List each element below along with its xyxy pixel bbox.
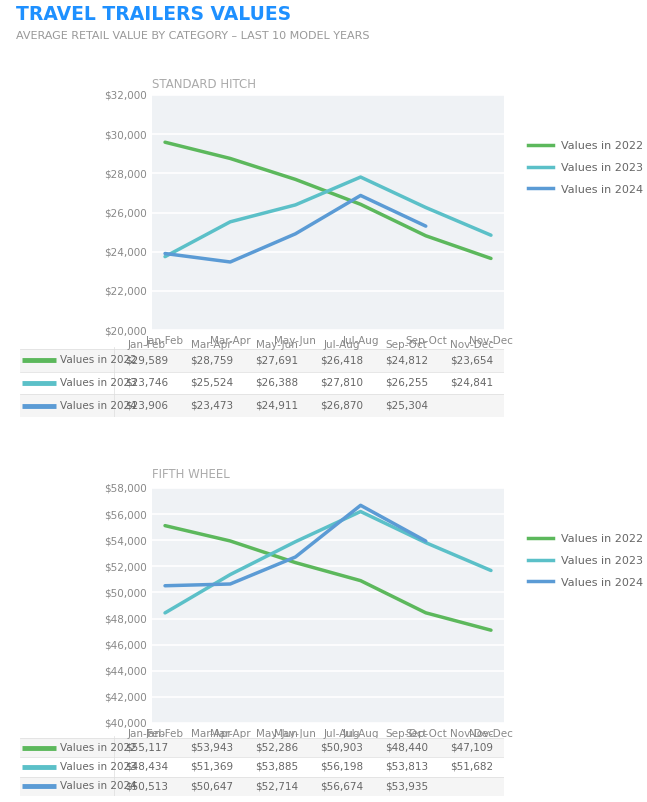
Text: Jul-Aug: Jul-Aug [324,729,360,739]
Text: $26,418: $26,418 [320,355,363,365]
Text: $25,304: $25,304 [385,401,428,411]
Text: $23,654: $23,654 [450,355,493,365]
Text: AVERAGE RETAIL VALUE BY CATEGORY – LAST 10 MODEL YEARS: AVERAGE RETAIL VALUE BY CATEGORY – LAST … [16,31,369,41]
Text: Values in 2024: Values in 2024 [60,781,137,792]
Legend: Values in 2022, Values in 2023, Values in 2024: Values in 2022, Values in 2023, Values i… [523,136,647,199]
Text: $48,434: $48,434 [126,762,168,772]
Text: $56,198: $56,198 [320,762,363,772]
FancyBboxPatch shape [20,395,504,417]
Text: $50,903: $50,903 [320,743,363,752]
Text: $27,691: $27,691 [255,355,298,365]
Text: $53,813: $53,813 [385,762,428,772]
Text: Jan-Feb: Jan-Feb [128,729,166,739]
Text: $24,812: $24,812 [385,355,428,365]
Text: Sep-Oct: Sep-Oct [386,729,428,739]
Text: Nov-Dec: Nov-Dec [450,729,494,739]
Text: $47,109: $47,109 [450,743,493,752]
Text: FIFTH WHEEL: FIFTH WHEEL [152,468,230,481]
FancyBboxPatch shape [20,349,504,371]
Text: $51,682: $51,682 [450,762,493,772]
Text: Jan-Feb: Jan-Feb [128,340,166,350]
Text: TRAVEL TRAILERS VALUES: TRAVEL TRAILERS VALUES [16,5,291,24]
Text: $48,440: $48,440 [385,743,428,752]
FancyBboxPatch shape [20,738,504,757]
Text: $23,906: $23,906 [126,401,168,411]
Text: $50,647: $50,647 [190,781,234,792]
Text: Nov-Dec: Nov-Dec [450,340,494,350]
Text: $23,746: $23,746 [126,378,168,388]
Text: $51,369: $51,369 [190,762,234,772]
Text: $50,513: $50,513 [126,781,168,792]
Text: Values in 2022: Values in 2022 [60,743,137,752]
Text: $24,841: $24,841 [450,378,493,388]
Text: $52,286: $52,286 [255,743,298,752]
Text: $52,714: $52,714 [255,781,298,792]
Text: $23,473: $23,473 [190,401,234,411]
Text: Sep-Oct: Sep-Oct [386,340,428,350]
Text: $25,524: $25,524 [190,378,234,388]
Legend: Values in 2022, Values in 2023, Values in 2024: Values in 2022, Values in 2023, Values i… [523,529,647,592]
Text: Values in 2022: Values in 2022 [60,355,137,365]
Text: STANDARD HITCH: STANDARD HITCH [152,78,256,91]
Text: $27,810: $27,810 [320,378,363,388]
Text: $26,388: $26,388 [255,378,298,388]
Text: May-Jun: May-Jun [256,729,298,739]
FancyBboxPatch shape [20,757,504,776]
Text: $24,911: $24,911 [255,401,298,411]
Text: Mar-Apr: Mar-Apr [192,340,232,350]
Text: $55,117: $55,117 [126,743,168,752]
FancyBboxPatch shape [20,371,504,395]
Text: Values in 2024: Values in 2024 [60,401,137,411]
Text: May-Jun: May-Jun [256,340,298,350]
Text: Mar-Apr: Mar-Apr [192,729,232,739]
FancyBboxPatch shape [20,776,504,796]
Text: $56,674: $56,674 [320,781,363,792]
Text: Values in 2023: Values in 2023 [60,378,137,388]
Text: $53,943: $53,943 [190,743,234,752]
Text: $26,870: $26,870 [320,401,363,411]
Text: $53,885: $53,885 [255,762,298,772]
Text: $29,589: $29,589 [126,355,168,365]
Text: $28,759: $28,759 [190,355,234,365]
Text: $53,935: $53,935 [385,781,428,792]
Text: $26,255: $26,255 [385,378,428,388]
Text: Values in 2023: Values in 2023 [60,762,137,772]
Text: Jul-Aug: Jul-Aug [324,340,360,350]
